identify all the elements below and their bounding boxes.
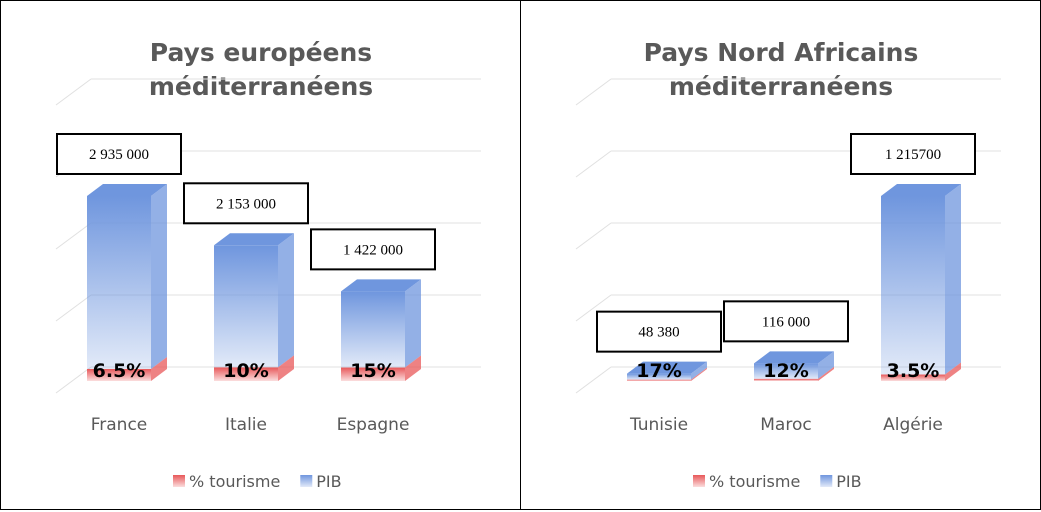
bar-side <box>151 184 167 369</box>
bar-side <box>151 356 167 381</box>
data-label: 3.5% <box>887 360 940 382</box>
bar-front <box>214 245 278 368</box>
data-label: 15% <box>350 360 395 382</box>
bar-front <box>754 363 818 379</box>
bar-front <box>627 373 691 380</box>
bar-top <box>881 184 961 196</box>
bar-front <box>881 374 945 381</box>
data-label: 2 153 000 <box>216 196 276 212</box>
bar-front <box>341 367 405 381</box>
wall-line <box>575 366 612 394</box>
label-box <box>596 310 722 353</box>
wall-line <box>55 78 92 106</box>
legend-swatch <box>300 475 313 487</box>
chart: Pays européens méditerranéens 6.5% 2 935 00… <box>55 38 481 491</box>
data-label: 1 215700 <box>885 147 941 163</box>
data-label: 1 422 000 <box>343 242 403 258</box>
legend-label: PIB <box>316 472 341 491</box>
x-tick-label: Tunisie <box>629 415 688 435</box>
panel-left: Pays européens méditerranéens 6.5% 2 935 00… <box>0 0 521 510</box>
bar-front <box>881 196 945 375</box>
x-tick-label: France <box>91 415 148 435</box>
wall-line <box>575 222 612 250</box>
wall-line <box>575 150 612 178</box>
legend-swatch <box>693 475 705 487</box>
bar-side <box>691 361 707 380</box>
bar-front <box>87 368 151 381</box>
bar-top <box>627 361 707 374</box>
chart-title: Pays Nord Africains méditerranéens <box>644 38 919 101</box>
label-box <box>183 182 309 225</box>
label-box <box>850 133 976 175</box>
x-tick-label: Maroc <box>760 415 811 435</box>
label-box <box>310 228 436 271</box>
bar-side <box>405 279 421 368</box>
bar-top <box>87 184 167 196</box>
bar-top <box>754 351 834 364</box>
bar-front <box>627 379 691 381</box>
bar-top <box>341 279 421 292</box>
chart-title: Pays européens méditerranéens <box>149 38 373 101</box>
bar-side <box>818 351 834 379</box>
legend-label: PIB <box>836 472 861 491</box>
bar-front <box>87 196 151 369</box>
x-tick-label: Algérie <box>883 415 943 435</box>
panel-right: Pays Nord Africains méditerranéens 17% 48 3… <box>520 0 1041 510</box>
legend-swatch <box>173 475 185 487</box>
data-label: 10% <box>223 360 268 382</box>
legend-label: % tourisme <box>189 472 280 491</box>
bar-front <box>754 378 818 381</box>
bar-side <box>278 233 294 368</box>
bar-side <box>691 367 707 381</box>
data-label: 17% <box>636 360 681 382</box>
bar-side <box>278 355 294 381</box>
bar-side <box>945 362 961 381</box>
bar-front <box>214 367 278 381</box>
legend-label: % tourisme <box>709 472 800 491</box>
bar-front <box>341 291 405 368</box>
x-tick-label: Italie <box>225 415 267 435</box>
bar-side <box>945 184 961 375</box>
data-label: 116 000 <box>762 314 810 330</box>
wall-line <box>55 222 92 250</box>
legend-swatch <box>820 475 833 487</box>
wall-line <box>575 294 612 322</box>
data-label: 12% <box>763 360 808 382</box>
data-label: 2 935 000 <box>89 147 149 163</box>
wall-line <box>575 78 612 106</box>
wall-line <box>55 366 92 394</box>
chart: Pays Nord Africains méditerranéens 17% 48 3… <box>575 38 1001 491</box>
bar-top <box>214 233 294 246</box>
data-label: 6.5% <box>93 360 146 382</box>
label-box <box>723 300 849 343</box>
bar-side <box>818 366 834 381</box>
wall-line <box>55 294 92 322</box>
data-label: 48 380 <box>638 325 679 341</box>
x-tick-label: Espagne <box>337 415 410 435</box>
bar-side <box>405 355 421 381</box>
label-box <box>56 133 182 175</box>
